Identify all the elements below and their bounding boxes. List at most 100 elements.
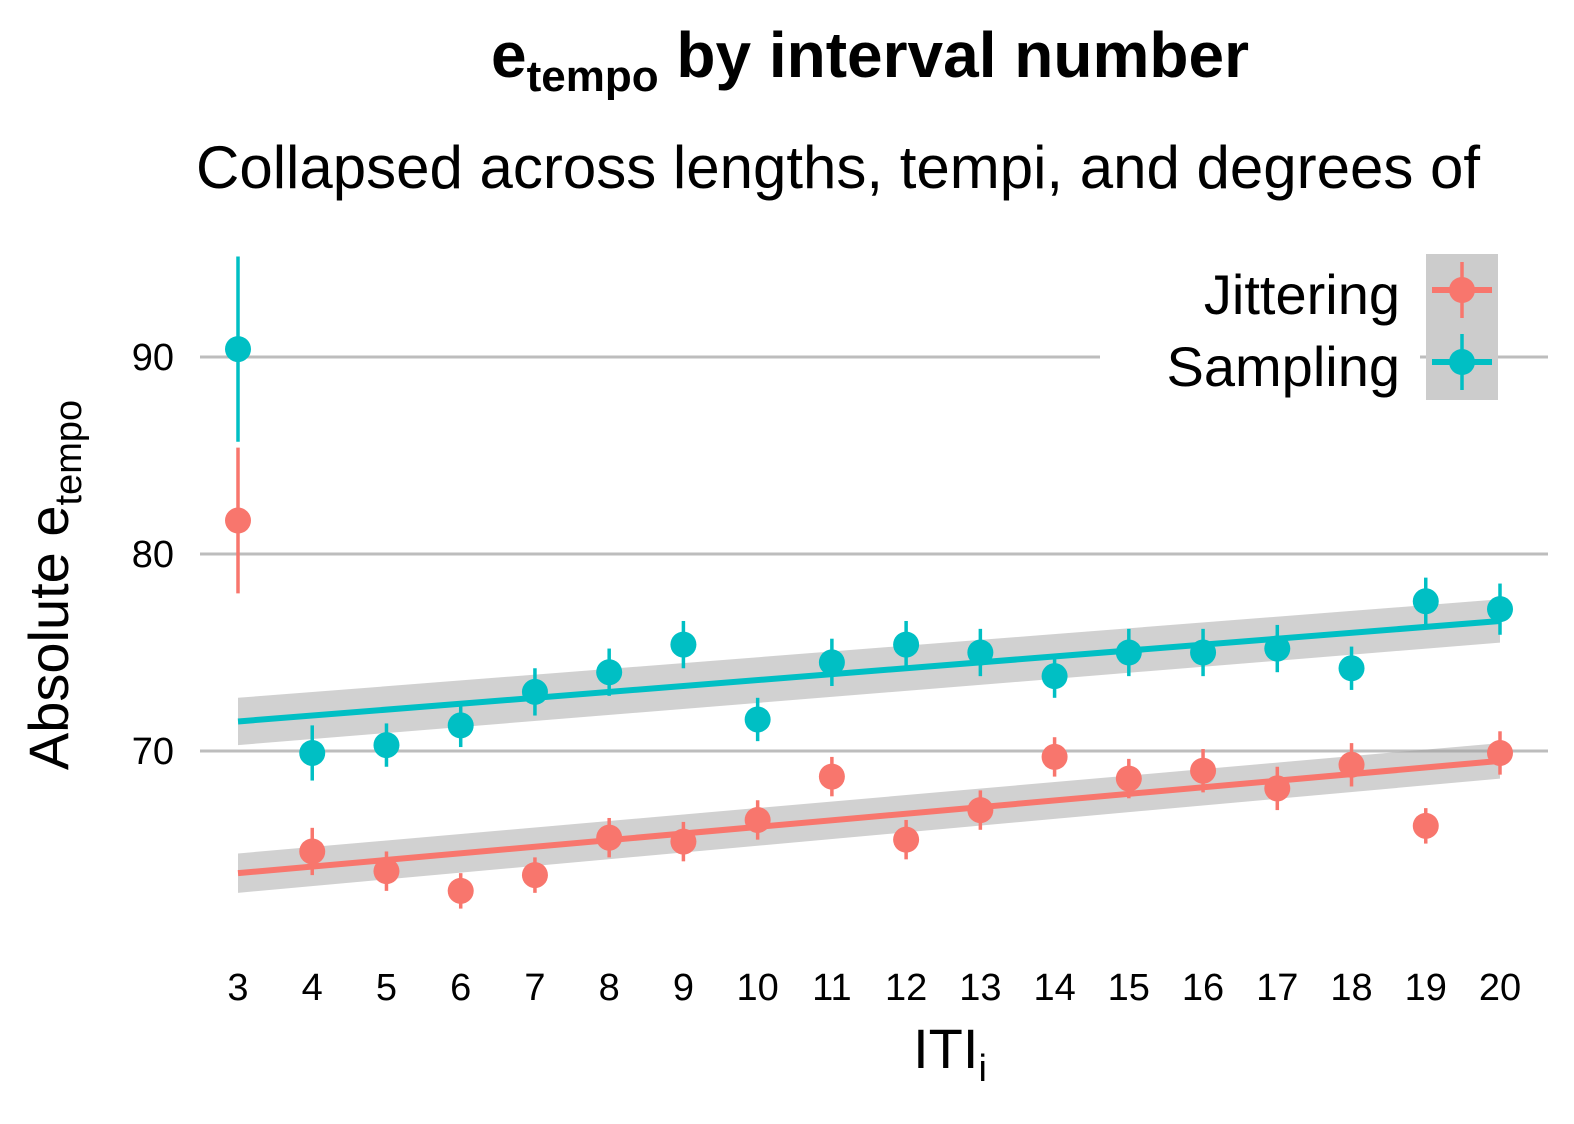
x-tick-label: 8: [599, 967, 620, 1009]
y-tick-label: 70: [132, 731, 174, 773]
point-marker: [521, 678, 548, 705]
point-marker: [967, 639, 994, 666]
data-point: [1487, 583, 1513, 635]
x-tick-label: 16: [1182, 967, 1224, 1009]
x-tick-label: 18: [1330, 967, 1372, 1009]
data-point: [521, 857, 548, 893]
point-marker: [1412, 588, 1439, 615]
x-tick-label: 7: [524, 967, 545, 1009]
data-point: [1264, 766, 1291, 811]
data-point: [1115, 628, 1142, 677]
point-marker: [1190, 639, 1217, 666]
legend-background: [1100, 332, 1420, 396]
data-point: [818, 756, 845, 797]
data-point: [521, 668, 548, 716]
data-points: [225, 256, 1513, 909]
data-point: [893, 620, 920, 669]
point-marker: [744, 706, 771, 733]
point-marker: [521, 862, 548, 889]
trend-bands: [238, 599, 1500, 893]
point-marker: [225, 336, 251, 363]
data-point: [1264, 624, 1291, 673]
legend-key-sampling: [1432, 334, 1492, 390]
x-tick-label: 17: [1256, 967, 1298, 1009]
point-marker: [670, 631, 697, 658]
data-point: [373, 723, 400, 767]
point-marker: [299, 838, 326, 865]
legend: Jittering Sampling: [1100, 254, 1498, 400]
data-point: [1487, 731, 1513, 775]
point-marker: [1264, 635, 1291, 662]
point-marker: [818, 649, 845, 676]
x-tick-label: 12: [885, 967, 927, 1009]
data-point: [744, 800, 771, 840]
x-tick-label: 3: [227, 967, 248, 1009]
point-marker: [744, 806, 771, 833]
x-axis-label: ITIi: [913, 1017, 987, 1090]
data-point: [1041, 737, 1068, 777]
y-axis-label: Absolute etempo: [17, 400, 90, 770]
point-marker: [373, 858, 400, 885]
point-marker: [1264, 775, 1291, 802]
data-point: [967, 790, 994, 830]
x-tick-label: 11: [812, 967, 851, 1009]
data-point: [1041, 654, 1068, 698]
point-marker: [1487, 739, 1513, 766]
point-marker: [299, 739, 326, 766]
x-tick-label: 19: [1405, 967, 1447, 1009]
chart-subtitle: Collapsed across lengths, tempi, and deg…: [196, 134, 1480, 201]
x-tick-label: 5: [376, 967, 397, 1009]
data-point: [818, 638, 845, 686]
point-marker: [447, 877, 474, 904]
y-tick-label: 80: [132, 534, 174, 576]
point-marker: [1041, 663, 1068, 690]
x-tick-label: 15: [1108, 967, 1150, 1009]
point-marker: [670, 828, 697, 855]
data-point: [447, 703, 474, 748]
point-marker: [1338, 655, 1365, 682]
point-marker: [967, 797, 994, 824]
data-point: [225, 447, 251, 594]
data-point: [1412, 808, 1439, 844]
x-tick-label: 14: [1033, 967, 1075, 1009]
data-point: [596, 817, 623, 858]
point-marker: [1190, 757, 1217, 784]
point-marker: [1115, 639, 1142, 666]
series-sampling: [225, 256, 1513, 781]
x-tick-label: 6: [450, 967, 471, 1009]
legend-label-jittering: Jittering: [1204, 263, 1400, 326]
data-point: [1338, 646, 1365, 690]
data-point: [1190, 628, 1217, 677]
point-marker: [1412, 812, 1439, 839]
data-point: [1412, 577, 1439, 625]
legend-key-point: [1449, 349, 1475, 375]
data-point: [299, 725, 326, 781]
data-point: [967, 628, 994, 677]
data-point: [893, 819, 920, 860]
point-marker: [1338, 751, 1365, 778]
point-marker: [1487, 596, 1513, 623]
data-point: [373, 851, 400, 891]
y-tick-label: 90: [132, 337, 174, 379]
point-marker: [1115, 765, 1142, 792]
data-point: [670, 620, 697, 669]
point-marker: [893, 631, 920, 658]
legend-keys: [1432, 262, 1492, 390]
x-tick-label: 9: [673, 967, 694, 1009]
legend-key-jittering: [1432, 262, 1492, 318]
point-marker: [596, 824, 623, 851]
trend-line-sampling: [237, 617, 1501, 725]
series-jittering: [225, 447, 1513, 909]
chart-title: etempo by interval number: [491, 19, 1249, 101]
legend-label-sampling: Sampling: [1167, 335, 1400, 398]
point-marker: [596, 659, 623, 686]
data-point: [299, 827, 326, 876]
y-axis-ticks: 70 80 90: [132, 337, 174, 773]
data-point: [596, 648, 623, 696]
x-tick-label: 10: [737, 967, 779, 1009]
x-tick-label: 4: [302, 967, 323, 1009]
point-marker: [893, 826, 920, 853]
trend-line-jittering: [237, 757, 1501, 877]
data-point: [670, 821, 697, 862]
